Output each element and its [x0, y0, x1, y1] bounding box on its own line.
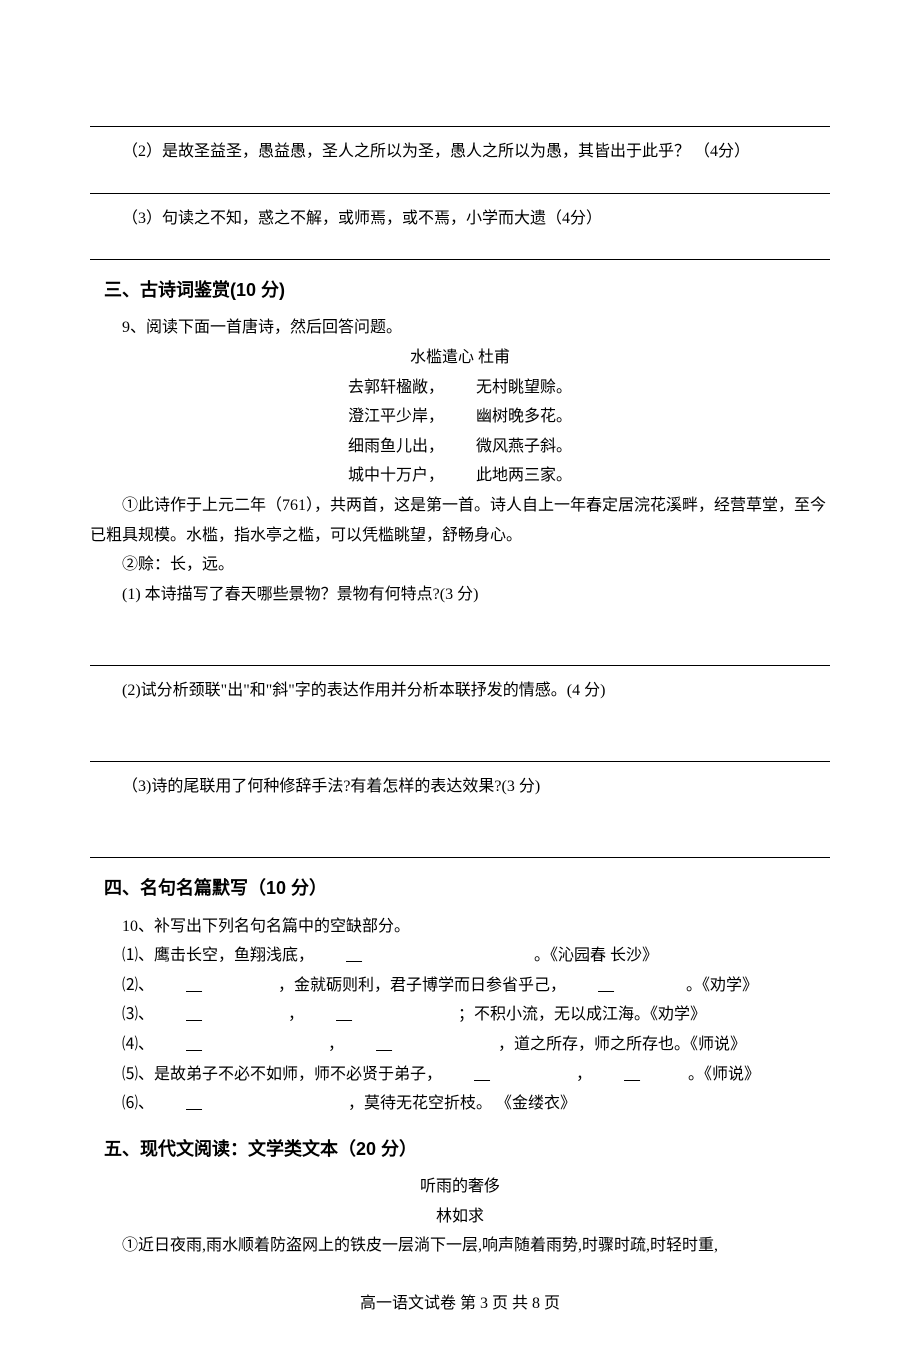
question-2: （2）是故圣益圣，愚益愚，圣人之所以为圣，愚人之所以为愚，其皆出于此乎？ （4分… [90, 137, 830, 167]
blank-field[interactable] [304, 1000, 454, 1030]
item-post: 。《师说》 [688, 1066, 760, 1083]
section-3-q3: （3)诗的尾联用了何种修辞手法?有着怎样的表达效果?(3 分) [90, 772, 830, 802]
poem-note-2: ②赊：长，远。 [90, 550, 830, 580]
blank-field[interactable] [154, 1089, 344, 1119]
item-mid2: ；不积小流，无以成江海。《劝学》 [454, 1006, 706, 1023]
poem-right: 此地两三家。 [476, 467, 572, 484]
fill-item-5: ⑸、是故弟子不必不如师，师不必贤于弟子， ， 。《师说》 [90, 1060, 830, 1090]
answer-line [90, 239, 830, 260]
blank-field[interactable] [592, 1060, 688, 1090]
item-pre: ⑸、是故弟子不必不如师，师不必贤于弟子， [122, 1066, 442, 1083]
item-mid: ， [324, 1036, 344, 1053]
footer-page-total: 8 [532, 1295, 540, 1312]
item-pre: ⑶、 [122, 1006, 154, 1023]
blank-field[interactable] [154, 971, 274, 1001]
item-pre: ⑴、鹰击长空，鱼翔浅底， [122, 947, 314, 964]
poem-line-1: 去郭轩楹敞， 无村眺望赊。 [90, 373, 830, 403]
fill-item-6: ⑹、 ，莫待无花空折枝。 《金缕衣》 [90, 1089, 830, 1119]
poem-right: 幽树晚多花。 [476, 408, 572, 425]
article-author: 林如求 [90, 1202, 830, 1232]
blank-field[interactable] [566, 971, 686, 1001]
article-para-1: ①近日夜雨,雨水顺着防盗网上的铁皮一层淌下一层,响声随着雨势,时骤时疏,时轻时重… [90, 1231, 830, 1261]
page-footer: 高一语文试卷 第 3 页 共 8 页 [90, 1289, 830, 1319]
item-mid: ，金就砺则利，君子博学而日参省乎己， [274, 977, 566, 994]
poem-line-2: 澄江平少岸， 幽树晚多花。 [90, 402, 830, 432]
footer-suffix: 页 [540, 1295, 560, 1312]
poem-right: 无村眺望赊。 [476, 379, 572, 396]
footer-mid: 页 共 [488, 1295, 532, 1312]
blank-field[interactable] [154, 1030, 324, 1060]
item-mid: ， [572, 1066, 592, 1083]
poem-left: 澄江平少岸， [348, 408, 444, 425]
exam-page: （2）是故圣益圣，愚益愚，圣人之所以为圣，愚人之所以为愚，其皆出于此乎？ （4分… [0, 0, 920, 1359]
section-5-heading: 五、现代文阅读：文学类文本（20 分） [104, 1133, 830, 1166]
fill-item-3: ⑶、 ， ；不积小流，无以成江海。《劝学》 [90, 1000, 830, 1030]
blank-field[interactable] [154, 1000, 284, 1030]
item-pre: ⑹、 [122, 1095, 154, 1112]
question-3: （3）句读之不知，惑之不解，或师焉，或不焉，小学而大遗（4分） [90, 204, 830, 234]
poem-left: 细雨鱼儿出， [348, 438, 444, 455]
poem-left: 城中十万户， [348, 467, 444, 484]
poem-left: 去郭轩楹敞， [348, 379, 444, 396]
item-mid2: ，道之所存，师之所存也。《师说》 [494, 1036, 746, 1053]
answer-line [90, 106, 830, 127]
section-3-q2: (2)试分析颈联"出"和"斜"字的表达作用并分析本联抒发的情感。(4 分) [90, 676, 830, 706]
footer-prefix: 高一语文试卷 第 [360, 1295, 480, 1312]
section-4-heading: 四、名句名篇默写（10 分） [104, 872, 830, 905]
fill-item-4: ⑷、 ， ，道之所存，师之所存也。《师说》 [90, 1030, 830, 1060]
item-pre: ⑷、 [122, 1036, 154, 1053]
fill-item-2: ⑵、 ，金就砺则利，君子博学而日参省乎己， 。《劝学》 [90, 971, 830, 1001]
answer-line [90, 173, 830, 194]
blank-field[interactable] [314, 941, 534, 971]
poem-note-1: ①此诗作于上元二年（761），共两首，这是第一首。诗人自上一年春定居浣花溪畔，经… [90, 491, 830, 550]
fill-item-1: ⑴、鹰击长空，鱼翔浅底， 。《沁园春 长沙》 [90, 941, 830, 971]
item-post: 。《劝学》 [686, 977, 758, 994]
item-pre: ⑵、 [122, 977, 154, 994]
section-4-intro: 10、补写出下列名句名篇中的空缺部分。 [90, 912, 830, 942]
section-3-intro: 9、阅读下面一首唐诗，然后回答问题。 [90, 313, 830, 343]
blank-field[interactable] [442, 1060, 572, 1090]
item-mid: ， [284, 1006, 304, 1023]
blank-field[interactable] [344, 1030, 494, 1060]
section-3-q1: (1) 本诗描写了春天哪些景物？景物有何特点?(3 分) [90, 580, 830, 610]
poem-right: 微风燕子斜。 [476, 438, 572, 455]
answer-line [90, 645, 830, 666]
section-3-heading: 三、古诗词鉴赏(10 分) [104, 274, 830, 307]
item-post: 。《沁园春 长沙》 [534, 947, 658, 964]
article-title: 听雨的奢侈 [90, 1172, 830, 1202]
poem-line-4: 城中十万户， 此地两三家。 [90, 461, 830, 491]
item-post: ，莫待无花空折枝。 《金缕衣》 [344, 1095, 576, 1112]
answer-line [90, 741, 830, 762]
answer-line [90, 837, 830, 858]
poem-title: 水槛遣心 杜甫 [90, 343, 830, 373]
poem-line-3: 细雨鱼儿出， 微风燕子斜。 [90, 432, 830, 462]
footer-page-current: 3 [480, 1295, 488, 1312]
